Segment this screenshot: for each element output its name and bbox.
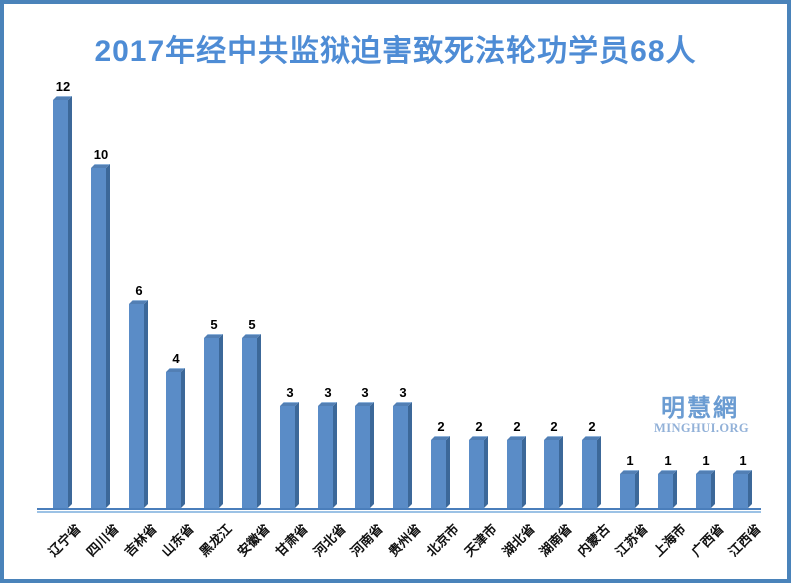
x-axis-label: 黑龙江 xyxy=(196,521,235,560)
bar-front xyxy=(393,406,408,508)
bar-side xyxy=(333,402,337,508)
bar-value-label: 1 xyxy=(626,453,634,468)
bar-side xyxy=(295,402,299,508)
bar-side xyxy=(673,470,677,508)
bar-side xyxy=(559,436,563,508)
bar-value-label: 5 xyxy=(210,317,218,332)
bar-value-label: 10 xyxy=(93,147,109,162)
bar-side xyxy=(144,300,148,508)
x-axis-label: 贵州省 xyxy=(385,521,424,560)
bar-side xyxy=(711,470,715,508)
x-axis-label: 安徽省 xyxy=(234,521,273,560)
watermark-cjk-text: 明慧網 xyxy=(661,396,739,422)
x-axis-label: 江西省 xyxy=(725,521,764,560)
plot-area: 12 辽宁省 10 四川省 6 吉林省 4 山东省 5 黑龙江 5 安徽省 3 甘肃省 3 河北省 3 河南省 3 贵… xyxy=(4,4,787,579)
bar-front xyxy=(658,474,673,508)
x-axis-label: 广西省 xyxy=(688,521,727,560)
x-axis-label: 北京市 xyxy=(423,521,462,560)
bar-front xyxy=(733,474,748,508)
watermark: 明慧網 MINGHUI.ORG xyxy=(654,396,750,436)
x-axis-label: 山东省 xyxy=(158,521,197,560)
watermark-latin-text: MINGHUI.ORG xyxy=(654,421,750,436)
bar-front xyxy=(204,338,219,508)
x-axis-label: 河南省 xyxy=(347,521,386,560)
bar-value-label: 2 xyxy=(513,419,521,434)
bar-front xyxy=(431,440,446,508)
x-axis-line-shadow xyxy=(37,511,761,513)
x-axis-label: 天津市 xyxy=(461,521,500,560)
bar-value-label: 2 xyxy=(550,419,558,434)
bar-value-label: 1 xyxy=(702,453,710,468)
bar-front xyxy=(91,168,106,508)
bar-value-label: 3 xyxy=(361,385,369,400)
bar-value-label: 6 xyxy=(135,283,143,298)
bar-front xyxy=(544,440,559,508)
x-axis-label: 湖北省 xyxy=(499,521,538,560)
bar-side xyxy=(748,470,752,508)
bar-side xyxy=(106,164,110,508)
bar-front xyxy=(355,406,370,508)
bar-side xyxy=(446,436,450,508)
bar-front xyxy=(507,440,522,508)
bar-side xyxy=(408,402,412,508)
bar-value-label: 3 xyxy=(324,385,332,400)
bar-front xyxy=(318,406,333,508)
bar-value-label: 2 xyxy=(437,419,445,434)
x-axis-line xyxy=(37,508,761,510)
bar-side xyxy=(597,436,601,508)
bar-side xyxy=(219,334,223,508)
bar-front xyxy=(53,100,68,508)
x-axis-label: 内蒙古 xyxy=(574,521,613,560)
bar-side xyxy=(635,470,639,508)
x-axis-label: 湖南省 xyxy=(536,521,575,560)
bar-front xyxy=(469,440,484,508)
bar-side xyxy=(370,402,374,508)
bar-side xyxy=(257,334,261,508)
x-axis-label: 吉林省 xyxy=(121,521,160,560)
bar-front xyxy=(582,440,597,508)
bar-side xyxy=(484,436,488,508)
bar-value-label: 3 xyxy=(399,385,407,400)
bar-front xyxy=(242,338,257,508)
bar-front xyxy=(620,474,635,508)
bar-value-label: 1 xyxy=(664,453,672,468)
x-axis-label: 上海市 xyxy=(650,521,689,560)
chart-title: 2017年经中共监狱迫害致死法轮功学员68人 xyxy=(94,35,697,68)
bar-value-label: 12 xyxy=(55,79,71,94)
bar-value-label: 4 xyxy=(172,351,180,366)
x-axis-label: 四川省 xyxy=(83,521,122,560)
bar-front xyxy=(129,304,144,508)
bar-value-label: 1 xyxy=(739,453,747,468)
bar-front xyxy=(166,372,181,508)
x-axis-label: 河北省 xyxy=(310,521,349,560)
bar-value-label: 5 xyxy=(248,317,256,332)
x-axis-label: 江苏省 xyxy=(612,521,651,560)
x-axis-label: 辽宁省 xyxy=(45,521,84,560)
bar-side xyxy=(181,368,185,508)
bar-side xyxy=(522,436,526,508)
bar-front xyxy=(696,474,711,508)
bar-front xyxy=(280,406,295,508)
bar-value-label: 2 xyxy=(588,419,596,434)
bar-value-label: 3 xyxy=(286,385,294,400)
bar-value-label: 2 xyxy=(475,419,483,434)
x-axis-label: 甘肃省 xyxy=(272,521,311,560)
bar-side xyxy=(68,96,72,508)
